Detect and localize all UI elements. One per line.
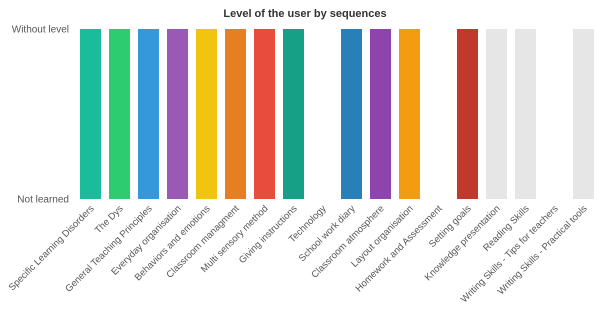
bar[interactable] xyxy=(225,29,246,199)
y-tick-label: Without level xyxy=(12,25,69,36)
bar[interactable] xyxy=(109,29,130,199)
bar[interactable] xyxy=(457,29,478,199)
chart-title: Level of the user by sequences xyxy=(223,8,386,20)
bar[interactable] xyxy=(515,29,536,199)
y-axis: Not learned Without level xyxy=(12,25,69,206)
bar[interactable] xyxy=(399,29,420,199)
plot-area xyxy=(80,29,594,199)
bar[interactable] xyxy=(341,29,362,199)
bar[interactable] xyxy=(167,29,188,199)
bar[interactable] xyxy=(80,29,101,199)
bar[interactable] xyxy=(283,29,304,199)
bar[interactable] xyxy=(254,29,275,199)
bar[interactable] xyxy=(138,29,159,199)
bar[interactable] xyxy=(196,29,217,199)
bar[interactable] xyxy=(486,29,507,199)
y-tick-label: Not learned xyxy=(17,195,69,206)
bar[interactable] xyxy=(573,29,594,199)
bar[interactable] xyxy=(370,29,391,199)
